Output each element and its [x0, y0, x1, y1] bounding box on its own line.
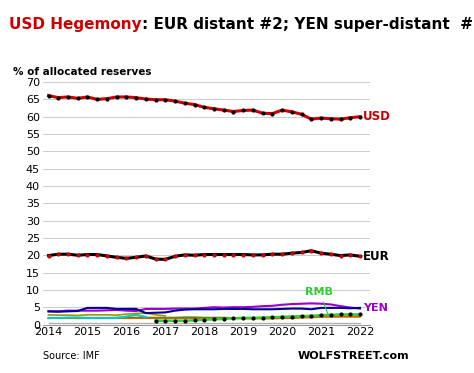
- Text: : EUR distant #2; YEN super-distant  #3: : EUR distant #2; YEN super-distant #3: [142, 17, 474, 32]
- Text: RMB: RMB: [305, 286, 333, 314]
- Text: YEN: YEN: [363, 303, 388, 313]
- Text: EUR: EUR: [363, 250, 390, 263]
- Text: % of allocated reserves: % of allocated reserves: [13, 67, 152, 77]
- Text: WOLFSTREET.com: WOLFSTREET.com: [297, 351, 409, 361]
- Text: USD: USD: [363, 110, 391, 123]
- Text: Source: IMF: Source: IMF: [43, 351, 100, 361]
- Text: USD Hegemony: USD Hegemony: [9, 17, 142, 32]
